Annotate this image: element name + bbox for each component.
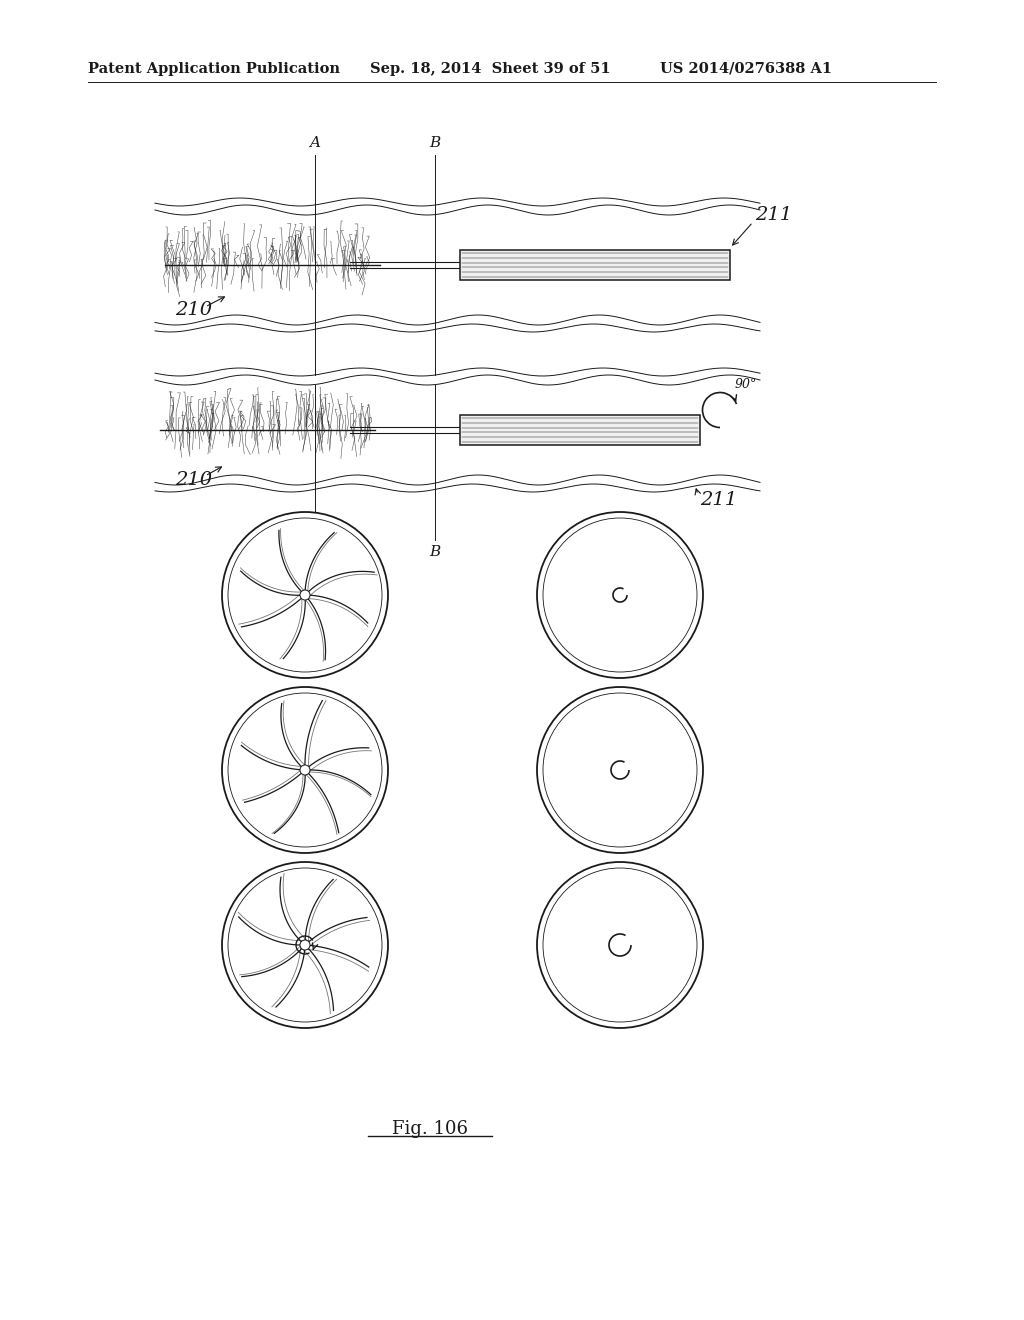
Text: Sep. 18, 2014  Sheet 39 of 51: Sep. 18, 2014 Sheet 39 of 51 bbox=[370, 62, 610, 77]
Bar bbox=[460, 414, 700, 445]
Text: 211: 211 bbox=[700, 491, 737, 510]
Text: SECTION B-B: SECTION B-B bbox=[566, 723, 674, 738]
Text: SECTION B-B: SECTION B-B bbox=[566, 899, 674, 913]
Text: A: A bbox=[309, 545, 321, 558]
Circle shape bbox=[537, 862, 703, 1028]
Circle shape bbox=[222, 862, 388, 1028]
Circle shape bbox=[543, 517, 697, 672]
Bar bbox=[460, 249, 730, 280]
Text: B: B bbox=[429, 136, 440, 150]
Circle shape bbox=[537, 512, 703, 678]
Text: Fig. 106: Fig. 106 bbox=[392, 1119, 468, 1138]
Text: 211: 211 bbox=[755, 206, 793, 224]
Text: 90°: 90° bbox=[735, 379, 758, 392]
Text: SECTION A-A: SECTION A-A bbox=[252, 899, 357, 913]
Text: SECTION A-A: SECTION A-A bbox=[252, 549, 357, 564]
Circle shape bbox=[537, 686, 703, 853]
Circle shape bbox=[300, 940, 310, 950]
Circle shape bbox=[300, 766, 310, 775]
Circle shape bbox=[228, 693, 382, 847]
Circle shape bbox=[543, 869, 697, 1022]
Circle shape bbox=[228, 869, 382, 1022]
Text: A: A bbox=[309, 136, 321, 150]
Circle shape bbox=[228, 517, 382, 672]
Circle shape bbox=[300, 590, 310, 601]
Text: US 2014/0276388 A1: US 2014/0276388 A1 bbox=[660, 62, 833, 77]
Text: 210: 210 bbox=[175, 301, 212, 319]
Text: Patent Application Publication: Patent Application Publication bbox=[88, 62, 340, 77]
Text: SECTION A-A: SECTION A-A bbox=[252, 723, 357, 738]
Text: B: B bbox=[429, 545, 440, 558]
Circle shape bbox=[222, 686, 388, 853]
Text: SECTION B-B: SECTION B-B bbox=[566, 549, 674, 564]
Circle shape bbox=[222, 512, 388, 678]
Circle shape bbox=[543, 693, 697, 847]
Text: 210: 210 bbox=[175, 471, 212, 488]
